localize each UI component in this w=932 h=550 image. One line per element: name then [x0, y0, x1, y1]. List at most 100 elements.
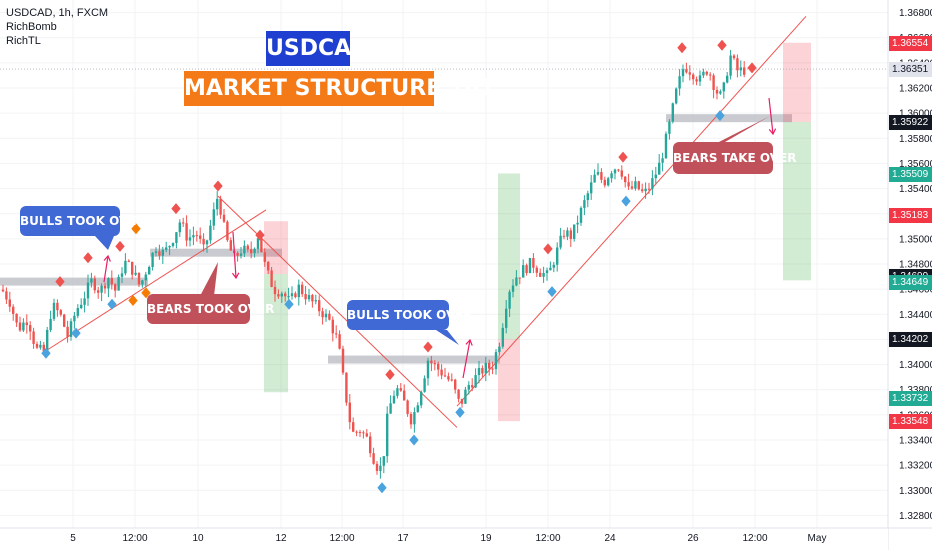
candle-body — [267, 261, 270, 271]
candle-body — [491, 368, 494, 370]
candle-body — [511, 285, 515, 292]
candle-body — [355, 431, 358, 433]
level-zone-0 — [0, 277, 148, 286]
candle-body — [239, 253, 243, 256]
candle-body — [664, 133, 668, 159]
candle-body — [15, 313, 18, 323]
stop-zone-2 — [783, 42, 811, 122]
price-tag-dark: 1.34202 — [889, 331, 932, 347]
candle-body — [202, 238, 205, 245]
symbol-label[interactable]: USDCAD, 1h, FXCM — [6, 7, 109, 19]
candle-body — [651, 178, 654, 189]
candle-body — [76, 308, 79, 316]
callout-bears-take-over: BEARS TAKE OVER — [673, 142, 797, 174]
indicator-richtl[interactable]: RichTL — [6, 35, 41, 47]
candle-body — [739, 67, 742, 71]
candle-body — [413, 412, 416, 425]
candle-body — [301, 284, 304, 295]
candle-body — [311, 295, 314, 302]
candle-body — [182, 222, 185, 224]
callout-pointer-bulls-1 — [95, 236, 114, 250]
candle-body — [474, 375, 477, 388]
candle-body — [528, 258, 532, 274]
candle-body — [120, 273, 124, 277]
candle-body — [736, 58, 739, 71]
candle-body — [573, 224, 576, 239]
candle-body — [341, 348, 345, 373]
pivot-marker-blue — [41, 347, 51, 359]
trendline-0 — [47, 209, 267, 350]
candle-body — [32, 331, 35, 344]
candle-body — [8, 299, 11, 307]
candle-body — [715, 89, 719, 94]
candle-body — [199, 235, 202, 239]
candle-body — [175, 232, 178, 244]
candle-body — [236, 252, 239, 256]
callout-pointer-bears-1 — [200, 262, 218, 296]
candle-body — [443, 375, 447, 377]
candle-body — [171, 243, 175, 247]
y-tick-label: 1.33400 — [899, 436, 932, 447]
candle-body — [389, 403, 392, 414]
candle-body — [124, 260, 127, 274]
arrow-bears-2 — [768, 97, 774, 135]
candle-body — [437, 363, 440, 370]
candle-body — [56, 302, 59, 311]
candle-body — [273, 286, 277, 295]
candle-body — [226, 221, 229, 241]
candle-body — [382, 456, 385, 466]
level-zone-2 — [328, 355, 500, 364]
candle-body — [18, 322, 22, 331]
x-tick-label: 5 — [70, 533, 76, 544]
y-tick-label: 1.33000 — [899, 486, 932, 497]
candle-body — [399, 388, 402, 391]
candle-body — [280, 293, 283, 297]
candle-body — [685, 69, 688, 73]
candle-body — [641, 189, 644, 192]
annotation-arrows — [95, 97, 777, 379]
candle-body — [25, 322, 28, 326]
candle-body — [144, 274, 147, 281]
candle-body — [508, 291, 511, 309]
candle-body — [522, 265, 525, 278]
price-tag-green: 1.35509 — [889, 167, 932, 183]
target-zone-1 — [498, 173, 520, 340]
candle-body — [63, 314, 66, 327]
candle-body — [263, 252, 266, 262]
candle-body — [46, 329, 49, 352]
candle-body — [426, 360, 430, 379]
pivot-marker-red — [83, 252, 93, 264]
candle-body — [168, 246, 171, 248]
arrow-bulls-1 — [103, 255, 109, 283]
candle-body — [654, 174, 657, 179]
pivot-marker-blue — [71, 327, 81, 339]
candle-body — [692, 74, 695, 80]
candle-body — [107, 278, 110, 289]
candle-body — [457, 389, 460, 399]
candle-body — [185, 223, 188, 241]
candle-body — [93, 278, 96, 291]
x-tick-label: May — [808, 533, 827, 544]
candle-body — [566, 230, 569, 237]
candle-body — [498, 346, 501, 353]
candle-body — [681, 69, 685, 77]
candle-body — [307, 295, 311, 300]
candle-body — [297, 284, 300, 298]
candle-body — [420, 391, 423, 406]
candle-body — [114, 284, 117, 291]
pivot-marker-red — [385, 369, 395, 381]
candle-body — [430, 360, 433, 364]
candle-body — [406, 400, 409, 414]
candle-body — [42, 344, 45, 352]
pivot-marker-red — [677, 42, 687, 54]
indicator-richbomb[interactable]: RichBomb — [6, 21, 57, 33]
y-tick-label: 1.34800 — [899, 260, 932, 271]
candle-body — [532, 258, 535, 268]
candle-body — [545, 270, 549, 274]
zones — [0, 42, 811, 422]
candle-body — [719, 91, 722, 94]
candle-body — [392, 395, 396, 404]
trendline-2 — [456, 16, 807, 407]
candle-body — [454, 379, 457, 390]
candle-body — [1, 289, 5, 292]
